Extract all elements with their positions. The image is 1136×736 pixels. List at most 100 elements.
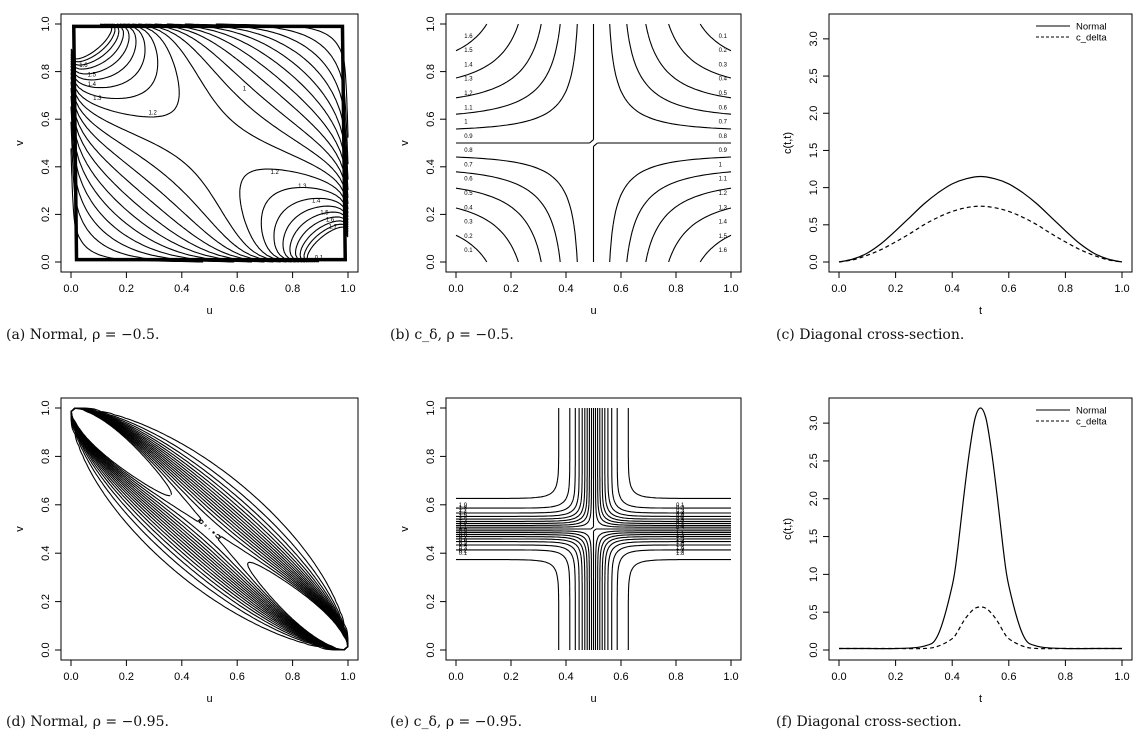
contour-label-b: 1.4 [464, 62, 473, 68]
contour-line-b [455, 23, 732, 263]
x-tick-label-f: 0.4 [945, 671, 960, 683]
x-tick-label-e: 0.4 [558, 671, 573, 683]
contour-line-a [70, 23, 349, 263]
contour-line-d [70, 407, 349, 651]
contour-label-b: 1.6 [464, 34, 473, 40]
series-line-f-0 [839, 407, 1122, 650]
y-tick-label-c: 0.0 [808, 254, 820, 269]
y-tick-label-d: 1.0 [40, 400, 52, 415]
contour-label-e: 1.6 [676, 546, 685, 552]
contour-label-a: 1.5 [320, 210, 329, 216]
y-tick-label-a: 0.6 [40, 112, 52, 127]
contour-label-b: 0.1 [464, 248, 473, 254]
contour-label-a: 1.5 [88, 72, 97, 78]
contour-label-b: 0.3 [719, 62, 728, 68]
y-axis-label-b: v [399, 140, 411, 146]
y-axis-label-f: c(t,t) [782, 518, 794, 540]
contour-label-e: 0.5 [459, 540, 468, 546]
contour-label-b: 1 [719, 162, 723, 168]
contour-line-a [70, 23, 349, 263]
y-tick-label-b: 0.2 [425, 207, 437, 222]
y-axis-label-a: v [14, 140, 26, 146]
y-tick-label-e: 0.4 [425, 546, 437, 561]
contour-line-a [70, 23, 349, 263]
contour-label-b: 1.3 [719, 205, 728, 211]
y-tick-label-b: 1.0 [425, 16, 437, 31]
x-tick-label-f: 0.6 [1001, 671, 1016, 683]
series-line-c-0 [838, 175, 1123, 263]
y-tick-label-f: 2.0 [808, 491, 820, 506]
contour-line-e [456, 408, 731, 650]
contour-label-e: 1.3 [459, 519, 468, 525]
contour-label-e: 1.8 [459, 505, 468, 511]
contour-line-e [456, 408, 731, 650]
y-tick-label-e: 0.8 [425, 449, 437, 464]
legend-label-f: c_delta [1076, 417, 1107, 428]
legend-label-f: Normal [1076, 406, 1107, 417]
contour-label-e: 0.6 [676, 517, 685, 523]
contour-label-a: 0.1 [315, 256, 324, 262]
contour-line-a [70, 23, 349, 263]
x-tick-label-c: 0.6 [1001, 283, 1016, 295]
caption-f: (f) Diagonal cross-section. [776, 714, 962, 730]
contour-label-e: 0.1 [676, 503, 685, 509]
contour-line-a [70, 23, 349, 263]
x-tick-label-c: 1.0 [1114, 283, 1129, 295]
contour-line-e [456, 408, 731, 650]
contour-label-e: 1.8 [676, 551, 685, 557]
y-tick-label-a: 0.8 [40, 64, 52, 79]
contour-label-e: 0.4 [676, 511, 685, 517]
contour-line-a [70, 23, 349, 263]
contour-label-e: 0.3 [459, 546, 468, 552]
contour-label-b: 0.2 [464, 234, 473, 240]
contour-label-b: 0.8 [719, 134, 728, 140]
y-tick-label-b: 0.8 [425, 64, 437, 79]
contour-label-a: 1.7 [329, 225, 338, 231]
plot-frame-d [60, 397, 359, 661]
y-tick-label-f: 3.0 [808, 415, 820, 430]
contour-line-b [455, 23, 732, 263]
contour-line-b [455, 23, 732, 263]
contour-line-e [456, 408, 731, 650]
contour-label-e: 1.7 [459, 508, 468, 514]
series-line-c-1 [838, 205, 1123, 263]
contour-label-b: 0.9 [464, 134, 473, 140]
x-tick-label-a: 0.0 [63, 283, 78, 295]
panel-b: 0.1 0.2 0.3 0.4 0.5 0.6 0.7 0.8 0.9 1 1.1 1.2 1.3 1.4… [399, 13, 742, 317]
y-tick-label-c: 1.0 [808, 180, 820, 195]
contour-label-b: 1 [464, 120, 468, 126]
y-tick-label-a: 0.0 [40, 254, 52, 269]
contour-line-b [455, 23, 732, 263]
contour-label-b: 1.5 [719, 234, 728, 240]
contour-label-e: 0.1 [459, 551, 468, 557]
plot-frame-a [60, 13, 359, 273]
contour-line-e [456, 408, 731, 650]
x-tick-label-d: 0.0 [63, 671, 78, 683]
contour-line-b [455, 23, 732, 263]
contour-line-a [70, 23, 349, 263]
contour-label-b: 1.2 [464, 91, 473, 97]
contour-label-e: 1.4 [459, 516, 468, 522]
ridge-dash-d [73, 410, 346, 648]
caption-c: (c) Diagonal cross-section. [776, 327, 965, 343]
caption-b: (b) c_δ, ρ = −0.5. [390, 327, 514, 343]
contour-line-e [456, 408, 731, 650]
x-tick-label-d: 0.2 [119, 671, 134, 683]
contour-label-e: 0.9 [676, 526, 685, 532]
contour-line-e [456, 408, 731, 650]
y-axis-label-c: c(t,t) [782, 132, 794, 154]
contour-label-e: 1.1 [676, 531, 685, 537]
y-tick-label-c: 2.5 [808, 68, 820, 83]
contour-line-e [456, 408, 731, 650]
x-tick-label-a: 0.8 [285, 283, 300, 295]
contour-label-a: 1.3 [93, 96, 102, 102]
contour-label-e: 1 [459, 527, 463, 533]
y-tick-label-f: 1.0 [808, 567, 820, 582]
contour-label-a: 1.4 [88, 82, 97, 88]
x-tick-label-e: 0.8 [668, 671, 683, 683]
contour-label-b: 0.6 [719, 105, 728, 111]
contour-label-e: 0.3 [676, 508, 685, 514]
caption-a: (a) Normal, ρ = −0.5. [6, 327, 160, 343]
contour-line-d [70, 407, 349, 651]
contour-line-e [456, 408, 731, 650]
